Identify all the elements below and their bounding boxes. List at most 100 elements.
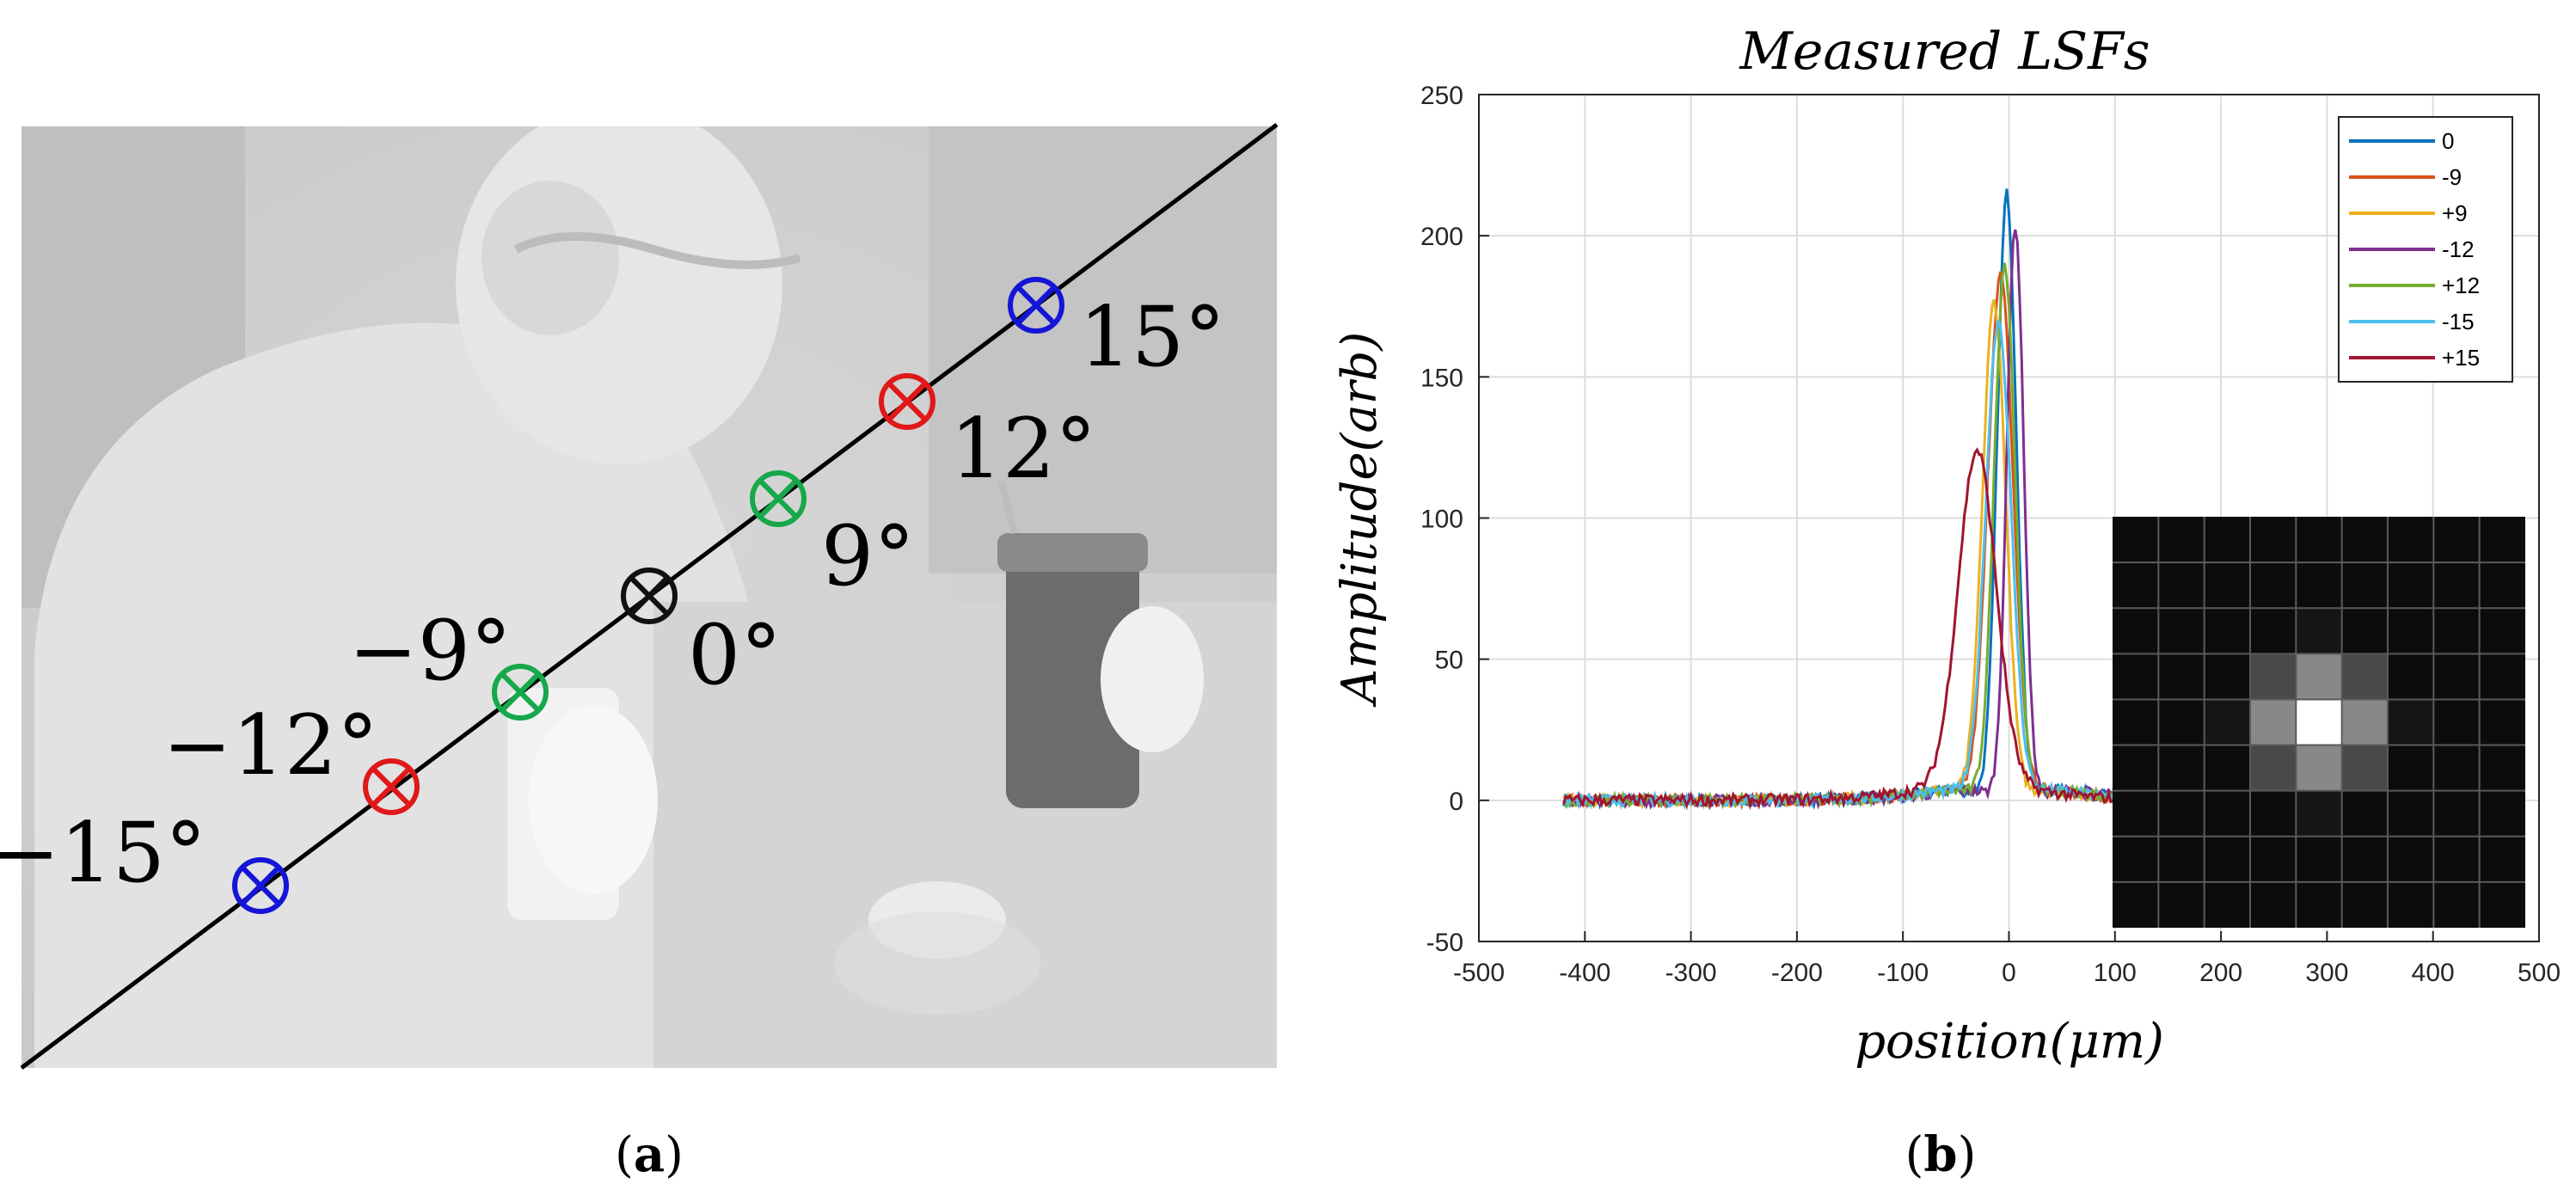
inset-pixel — [2158, 745, 2205, 791]
inset-pixel — [2158, 608, 2205, 654]
inset-pixel — [2296, 790, 2342, 837]
inset-pixel — [2296, 745, 2342, 791]
marker-cross — [629, 575, 670, 616]
inset-pixel — [2113, 881, 2159, 928]
marker-label: −9° — [348, 603, 512, 699]
inset-pixel — [2113, 653, 2159, 700]
inset-pixel — [2479, 608, 2525, 654]
inset-pixel — [2250, 699, 2297, 745]
inset-pixel — [2250, 836, 2297, 882]
marker-label: −12° — [163, 697, 378, 794]
inset-pixel — [2204, 608, 2250, 654]
x-tick-label: -400 — [1559, 959, 1610, 987]
x-tick-label: 100 — [2094, 959, 2137, 987]
angle-marker: 9° — [750, 470, 915, 604]
inset-pixel — [2113, 699, 2159, 745]
inset-pixel — [2433, 699, 2480, 745]
legend-label: +12 — [2442, 273, 2480, 298]
marker-cross — [886, 381, 928, 422]
inset-pixel — [2250, 653, 2297, 700]
inset-pixel — [2341, 790, 2388, 837]
inset-pixel — [2433, 562, 2480, 609]
inset-pixel — [2204, 745, 2250, 791]
inset-pixel — [2341, 562, 2388, 609]
inset-pixel — [2433, 881, 2480, 928]
y-tick-label: -50 — [1426, 929, 1463, 957]
y-tick-label: 250 — [1420, 82, 1463, 110]
inset-pixel — [2296, 562, 2342, 609]
angle-markers: −15° −12°−9° 0° 9° 12° 15° — [0, 277, 1225, 914]
marker-label: 12° — [950, 401, 1096, 497]
inset-pixel — [2341, 608, 2388, 654]
inset-pixel — [2479, 790, 2525, 837]
inset-pixel — [2158, 517, 2205, 563]
angle-marker: −12° — [163, 697, 420, 815]
marker-cross — [500, 672, 541, 713]
inset-pixel — [2204, 881, 2250, 928]
x-tick-label: 0 — [2002, 959, 2016, 987]
inset-pixel — [2433, 517, 2480, 563]
inset-pixel — [2479, 653, 2525, 700]
inset-pixel — [2204, 562, 2250, 609]
x-tick-label: -200 — [1771, 959, 1823, 987]
legend-label: +9 — [2442, 200, 2468, 226]
legend-label: 0 — [2442, 128, 2454, 154]
series-line — [1562, 447, 2137, 811]
inset-pixel — [2113, 836, 2159, 882]
series-lines — [1562, 188, 2137, 811]
caption-a: (a) — [615, 1126, 684, 1183]
inset-pixel — [2296, 836, 2342, 882]
inset-pixel — [2113, 608, 2159, 654]
y-tick-label: 150 — [1420, 364, 1463, 392]
inset-pixel — [2479, 562, 2525, 609]
psf-inset — [2113, 517, 2525, 928]
inset-pixel — [2204, 836, 2250, 882]
angle-marker: −15° — [0, 805, 289, 914]
inset-pixel — [2479, 836, 2525, 882]
inset-pixel — [2388, 881, 2434, 928]
inset-pixel — [2388, 562, 2434, 609]
inset-pixel — [2158, 653, 2205, 700]
y-tick-label: 0 — [1449, 788, 1463, 816]
inset-pixel — [2250, 745, 2297, 791]
inset-pixel — [2341, 699, 2388, 745]
marker-cross — [371, 766, 412, 807]
inset-pixel — [2113, 745, 2159, 791]
x-axis-label: position(μm) — [1855, 1014, 2164, 1070]
inset-pixel — [2296, 699, 2342, 745]
chart-title: Measured LSFs — [1739, 21, 2150, 82]
panel-a: −15° −12°−9° 0° 9° 12° 15° (a) — [0, 123, 1279, 1183]
y-tick-label: 100 — [1420, 506, 1463, 534]
plot-area: -500 -400 -300 -200 -100 0 100 200 300 400 500-500… — [1420, 82, 2561, 987]
inset-pixel — [2433, 836, 2480, 882]
inset-pixel — [2388, 790, 2434, 837]
inset-pixel — [2204, 790, 2250, 837]
legend-label: +15 — [2442, 345, 2480, 371]
marker-label: 15° — [1079, 289, 1225, 385]
inset-pixel — [2250, 608, 2297, 654]
x-tick-label: -500 — [1453, 959, 1505, 987]
y-tick-label: 200 — [1420, 223, 1463, 251]
inset-pixel — [2204, 653, 2250, 700]
inset-pixel — [2204, 699, 2250, 745]
caption-b: (b) — [1905, 1126, 1977, 1183]
x-tick-label: 200 — [2199, 959, 2242, 987]
inset-pixel — [2113, 562, 2159, 609]
angle-marker: 15° — [1008, 277, 1225, 385]
marker-cross — [1015, 285, 1057, 326]
marker-circle — [621, 567, 678, 624]
marker-circle — [492, 664, 549, 721]
plot-frame — [1478, 94, 2540, 942]
marker-circle — [1008, 277, 1064, 334]
y-axis-label: Amplitude(arb) — [1332, 332, 1388, 708]
inset-pixel — [2341, 881, 2388, 928]
inset-pixel — [2158, 881, 2205, 928]
x-tick-label: -300 — [1665, 959, 1717, 987]
inset-pixel — [2341, 745, 2388, 791]
inset-pixel — [2479, 881, 2525, 928]
inset-pixel — [2158, 790, 2205, 837]
x-tick-label: 400 — [2412, 959, 2455, 987]
inset-pixel — [2479, 745, 2525, 791]
inset-pixel — [2296, 881, 2342, 928]
